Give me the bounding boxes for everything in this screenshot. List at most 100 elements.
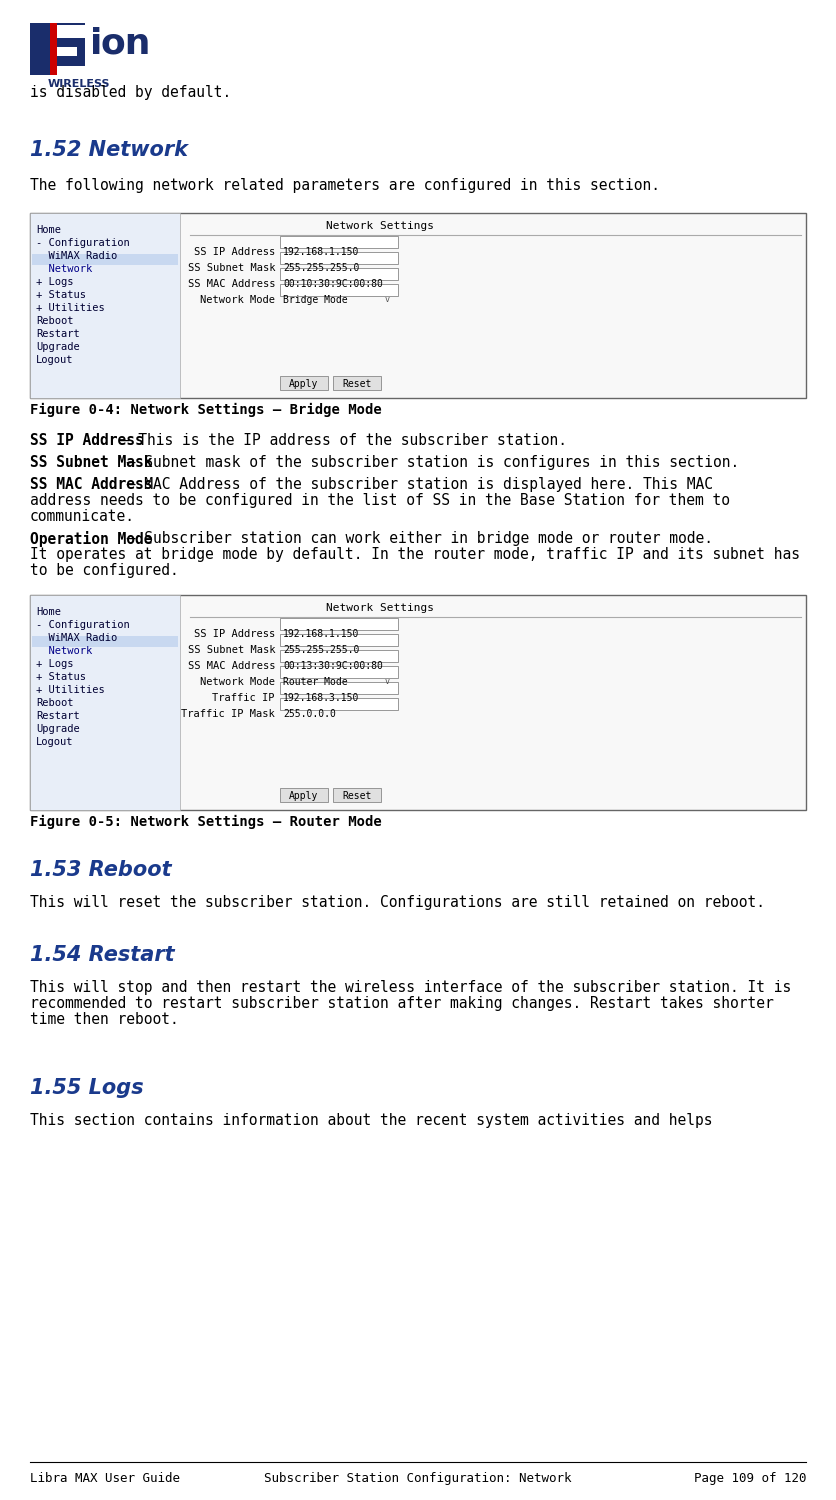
Text: Home: Home xyxy=(36,608,61,616)
Text: Logout: Logout xyxy=(36,356,74,364)
Text: SS Subnet Mask: SS Subnet Mask xyxy=(187,262,275,273)
Text: recommended to restart subscriber station after making changes. Restart takes sh: recommended to restart subscriber statio… xyxy=(30,996,774,1011)
Text: + Logs: + Logs xyxy=(36,658,74,669)
Text: time then reboot.: time then reboot. xyxy=(30,1013,179,1028)
Text: address needs to be configured in the list of SS in the Base Station for them to: address needs to be configured in the li… xyxy=(30,494,730,508)
FancyBboxPatch shape xyxy=(280,634,398,646)
FancyBboxPatch shape xyxy=(333,788,381,802)
Text: This will reset the subscriber station. Configurations are still retained on reb: This will reset the subscriber station. … xyxy=(30,896,765,910)
Text: WIRELESS: WIRELESS xyxy=(48,80,110,88)
Text: + Status: + Status xyxy=(36,672,86,682)
Text: SS MAC Address: SS MAC Address xyxy=(187,662,275,670)
FancyBboxPatch shape xyxy=(30,596,180,810)
Text: Logout: Logout xyxy=(36,736,74,747)
Text: Network: Network xyxy=(36,646,92,656)
Text: Upgrade: Upgrade xyxy=(36,342,79,352)
FancyBboxPatch shape xyxy=(32,254,178,266)
Text: WiMAX Radio: WiMAX Radio xyxy=(36,633,117,644)
Text: Reset: Reset xyxy=(342,380,372,388)
FancyBboxPatch shape xyxy=(57,66,85,75)
FancyBboxPatch shape xyxy=(333,376,381,390)
Text: + Utilities: + Utilities xyxy=(36,303,104,313)
Text: Network: Network xyxy=(36,264,92,274)
Text: Network Mode: Network Mode xyxy=(200,676,275,687)
Text: 192.168.1.150: 192.168.1.150 xyxy=(283,248,359,256)
FancyBboxPatch shape xyxy=(30,596,806,810)
Text: Restart: Restart xyxy=(36,711,79,722)
Text: – MAC Address of the subscriber station is displayed here. This MAC: – MAC Address of the subscriber station … xyxy=(119,477,713,492)
Text: 255.0.0.0: 255.0.0.0 xyxy=(283,710,336,718)
Text: Router Mode: Router Mode xyxy=(283,676,348,687)
Text: SS IP Address: SS IP Address xyxy=(194,628,275,639)
Text: - Configuration: - Configuration xyxy=(36,620,130,630)
Text: The following network related parameters are configured in this section.: The following network related parameters… xyxy=(30,178,660,194)
Text: Figure 0-5: Network Settings – Router Mode: Figure 0-5: Network Settings – Router Mo… xyxy=(30,815,382,830)
Text: SS Subnet Mask: SS Subnet Mask xyxy=(30,454,152,470)
Text: SS IP Address: SS IP Address xyxy=(194,248,275,256)
Text: - Configuration: - Configuration xyxy=(36,238,130,248)
Text: SS Subnet Mask: SS Subnet Mask xyxy=(187,645,275,656)
Text: Libra MAX User Guide: Libra MAX User Guide xyxy=(30,1472,180,1485)
Text: + Utilities: + Utilities xyxy=(36,686,104,694)
FancyBboxPatch shape xyxy=(50,22,57,75)
FancyBboxPatch shape xyxy=(280,236,398,248)
Text: 00:10:30:9C:00:80: 00:10:30:9C:00:80 xyxy=(283,279,383,290)
FancyBboxPatch shape xyxy=(280,650,398,662)
Text: Network Mode: Network Mode xyxy=(200,296,275,304)
Text: 255.255.255.0: 255.255.255.0 xyxy=(283,262,359,273)
Text: – Subscriber station can work either in bridge mode or router mode.: – Subscriber station can work either in … xyxy=(119,531,713,546)
Text: on: on xyxy=(100,27,150,62)
Text: Traffic IP Mask: Traffic IP Mask xyxy=(181,710,275,718)
FancyBboxPatch shape xyxy=(30,213,806,398)
Text: Traffic IP: Traffic IP xyxy=(212,693,275,703)
Text: 1.53 Reboot: 1.53 Reboot xyxy=(30,859,171,880)
Text: Figure 0-4: Network Settings – Bridge Mode: Figure 0-4: Network Settings – Bridge Mo… xyxy=(30,404,382,417)
Text: Reboot: Reboot xyxy=(36,316,74,326)
Text: Page 109 of 120: Page 109 of 120 xyxy=(694,1472,806,1485)
FancyBboxPatch shape xyxy=(57,46,77,56)
FancyBboxPatch shape xyxy=(280,682,398,694)
Text: SS MAC Address: SS MAC Address xyxy=(30,477,152,492)
Text: Apply: Apply xyxy=(289,380,319,388)
FancyBboxPatch shape xyxy=(280,666,398,678)
Text: SS IP Address: SS IP Address xyxy=(30,433,144,448)
FancyBboxPatch shape xyxy=(30,22,85,75)
Text: + Logs: + Logs xyxy=(36,278,74,286)
Text: Restart: Restart xyxy=(36,328,79,339)
Text: Reset: Reset xyxy=(342,790,372,801)
Text: WiMAX Radio: WiMAX Radio xyxy=(36,251,117,261)
Text: v: v xyxy=(385,676,390,686)
Text: This section contains information about the recent system activities and helps: This section contains information about … xyxy=(30,1113,712,1128)
FancyBboxPatch shape xyxy=(280,284,398,296)
Text: 1.54 Restart: 1.54 Restart xyxy=(30,945,175,964)
Text: Network Settings: Network Settings xyxy=(326,603,434,613)
Text: Network Settings: Network Settings xyxy=(326,220,434,231)
Text: 00:13:30:9C:00:80: 00:13:30:9C:00:80 xyxy=(283,662,383,670)
FancyBboxPatch shape xyxy=(280,788,328,802)
Text: Subscriber Station Configuration: Network: Subscriber Station Configuration: Networ… xyxy=(264,1472,572,1485)
Text: – Subnet mask of the subscriber station is configures in this section.: – Subnet mask of the subscriber station … xyxy=(119,454,740,470)
Text: is disabled by default.: is disabled by default. xyxy=(30,86,232,100)
Text: 192.168.3.150: 192.168.3.150 xyxy=(283,693,359,703)
Text: v: v xyxy=(385,296,390,304)
Text: Apply: Apply xyxy=(289,790,319,801)
Text: This will stop and then restart the wireless interface of the subscriber station: This will stop and then restart the wire… xyxy=(30,980,791,994)
Text: i: i xyxy=(90,27,102,62)
FancyBboxPatch shape xyxy=(280,252,398,264)
Text: It operates at bridge mode by default. In the router mode, traffic IP and its su: It operates at bridge mode by default. I… xyxy=(30,548,800,562)
Text: 255.255.255.0: 255.255.255.0 xyxy=(283,645,359,656)
FancyBboxPatch shape xyxy=(57,26,85,38)
Text: – This is the IP address of the subscriber station.: – This is the IP address of the subscrib… xyxy=(112,433,567,448)
Text: 1.52 Network: 1.52 Network xyxy=(30,140,188,160)
FancyBboxPatch shape xyxy=(32,636,178,646)
Text: to be configured.: to be configured. xyxy=(30,562,179,578)
Text: Reboot: Reboot xyxy=(36,698,74,708)
Text: 1.55 Logs: 1.55 Logs xyxy=(30,1078,144,1098)
Text: 192.168.1.150: 192.168.1.150 xyxy=(283,628,359,639)
FancyBboxPatch shape xyxy=(30,213,180,398)
FancyBboxPatch shape xyxy=(280,618,398,630)
FancyBboxPatch shape xyxy=(280,698,398,709)
Text: Upgrade: Upgrade xyxy=(36,724,79,734)
Text: Home: Home xyxy=(36,225,61,236)
FancyBboxPatch shape xyxy=(280,268,398,280)
